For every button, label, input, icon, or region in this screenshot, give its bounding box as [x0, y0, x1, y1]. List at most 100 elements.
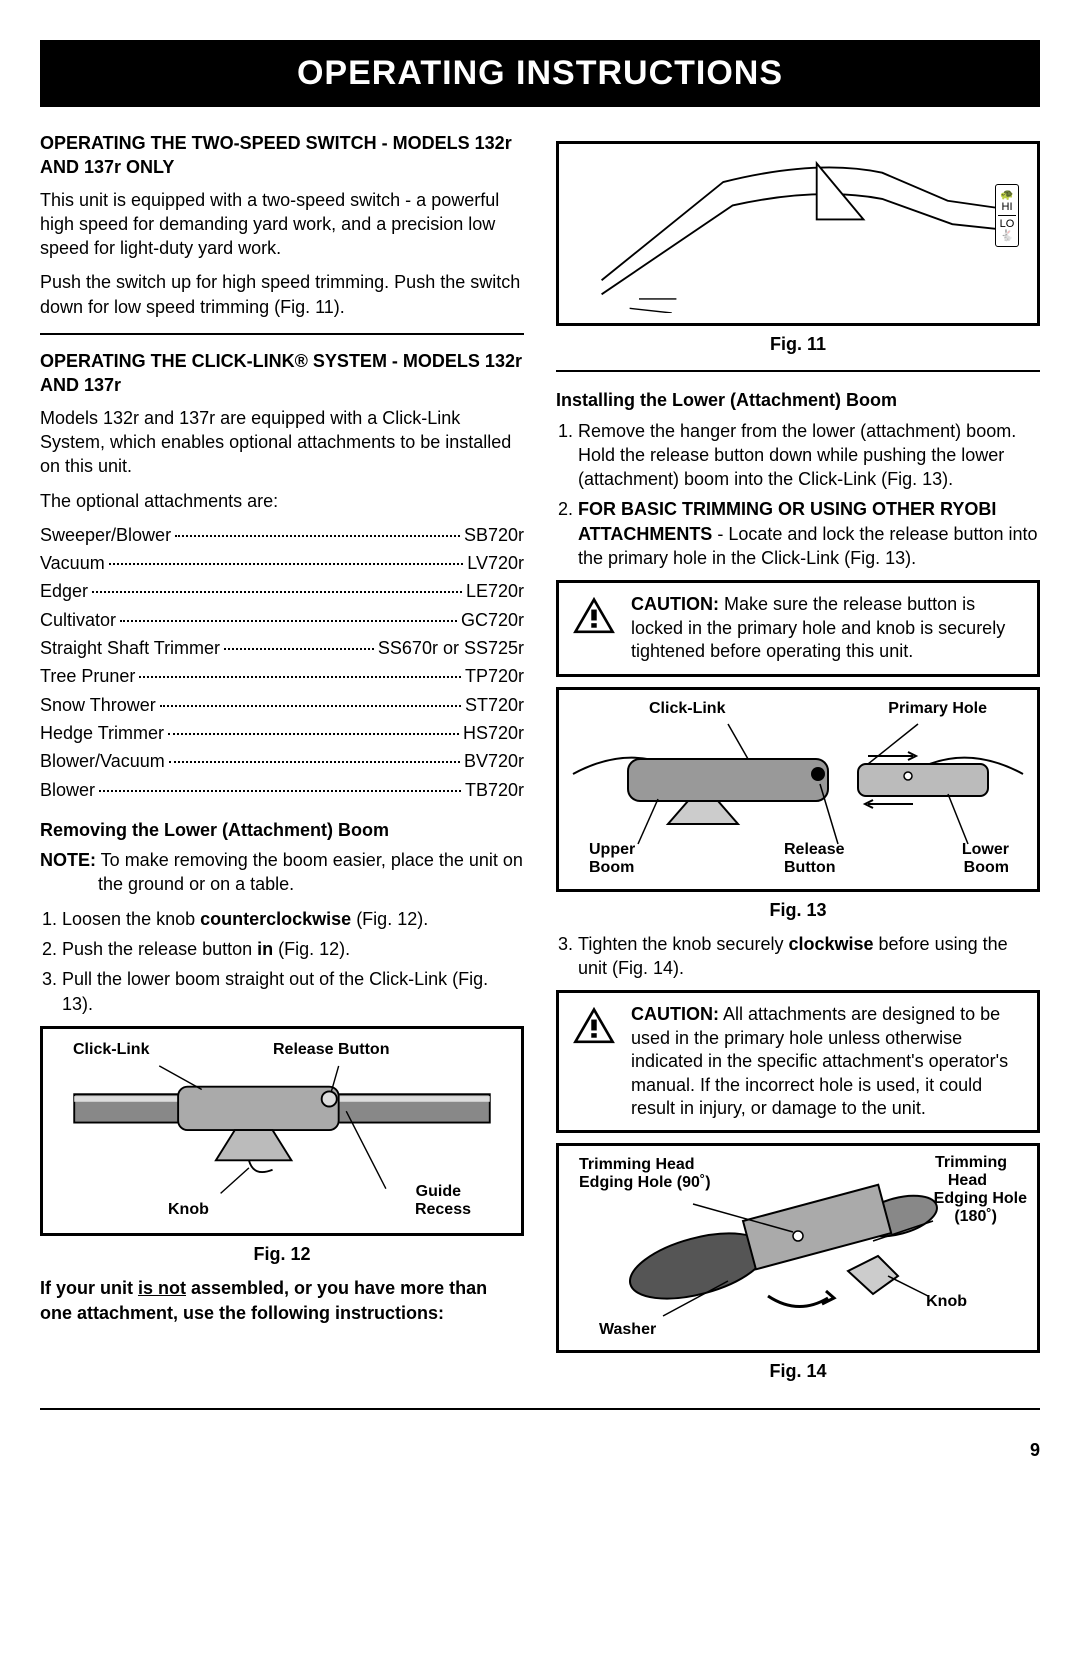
hi-label: HI	[996, 201, 1018, 213]
attach-model: SB720r	[464, 523, 524, 547]
remove-heading: Removing the Lower (Attachment) Boom	[40, 818, 524, 842]
step: FOR BASIC TRIMMING OR USING OTHER RYOBI …	[578, 497, 1040, 570]
t: Push the release button	[62, 939, 257, 959]
sec2-title: OPERATING THE CLICK-LINK® SYSTEM - MODEL…	[40, 349, 524, 398]
attach-model: LV720r	[467, 551, 524, 575]
caution-text: CAUTION: Make sure the release button is…	[631, 593, 1025, 663]
sec1-p2: Push the switch up for high speed trimmi…	[40, 270, 524, 319]
t: Loosen the knob	[62, 909, 200, 929]
attach-model: TB720r	[465, 778, 524, 802]
fig12-caption: Fig. 12	[40, 1242, 524, 1266]
install-steps-cont: Tighten the knob securely clockwise befo…	[556, 932, 1040, 981]
right-column: 🐢 HI LO 🐇 Fig. 11 Installing the Lower (…	[556, 131, 1040, 1394]
t: (Fig. 12).	[351, 909, 428, 929]
list-item: Edger LE720r	[40, 579, 524, 603]
fig11-illustration	[571, 154, 1025, 313]
step: Remove the hanger from the lower (attach…	[578, 419, 1040, 492]
attach-name: Snow Thrower	[40, 693, 156, 717]
attach-name: Straight Shaft Trimmer	[40, 636, 220, 660]
fig-label-washer: Washer	[599, 1319, 656, 1341]
note-text: To make removing the boom easier, place …	[96, 850, 523, 894]
bottom-rule	[40, 1408, 1040, 1410]
fig11-caption: Fig. 11	[556, 332, 1040, 356]
sec2-p2: The optional attachments are:	[40, 489, 524, 513]
attach-model: TP720r	[465, 664, 524, 688]
t: Tighten the knob securely	[578, 934, 788, 954]
list-item: Sweeper/Blower SB720r	[40, 523, 524, 547]
list-item: Vacuum LV720r	[40, 551, 524, 575]
attach-name: Hedge Trimmer	[40, 721, 164, 745]
t: (Fig. 12).	[273, 939, 350, 959]
left-column: OPERATING THE TWO-SPEED SWITCH - MODELS …	[40, 131, 524, 1394]
t-bold: in	[257, 939, 273, 959]
caution-label: CAUTION:	[631, 594, 719, 614]
fig-label-release2: Button	[784, 857, 836, 879]
fig14-caption: Fig. 14	[556, 1359, 1040, 1383]
fig-label-recess: Recess	[415, 1199, 471, 1221]
conditional-note: If your unit is not assembled, or you ha…	[40, 1276, 524, 1325]
note-label: NOTE:	[40, 850, 96, 870]
hi-lo-switch-label: 🐢 HI LO 🐇	[995, 184, 1019, 247]
note: NOTE: To make removing the boom easier, …	[40, 848, 524, 897]
list-item: Straight Shaft Trimmer SS670r or SS725r	[40, 636, 524, 660]
list-item: Blower/Vacuum BV720r	[40, 749, 524, 773]
attach-model: BV720r	[464, 749, 524, 773]
figure-12: Click-Link Release Button Knob Guide Rec…	[40, 1026, 524, 1236]
caution-text: CAUTION: All attachments are designed to…	[631, 1003, 1025, 1120]
list-item: Snow Thrower ST720r	[40, 693, 524, 717]
attach-name: Edger	[40, 579, 88, 603]
step: Tighten the knob securely clockwise befo…	[578, 932, 1040, 981]
step: Loosen the knob counterclockwise (Fig. 1…	[62, 907, 524, 931]
sec2-p1: Models 132r and 137r are equipped with a…	[40, 406, 524, 479]
fig-label-knob: Knob	[926, 1291, 967, 1313]
sec1-title: OPERATING THE TWO-SPEED SWITCH - MODELS …	[40, 131, 524, 180]
sec2-title-a: OPERATING THE CLICK-LINK	[40, 351, 295, 371]
registered-icon: ®	[295, 351, 308, 371]
fig-label-knob: Knob	[168, 1199, 209, 1221]
fig-label-upper2: Boom	[589, 857, 634, 879]
remove-steps: Loosen the knob counterclockwise (Fig. 1…	[40, 907, 524, 1016]
list-item: Tree Pruner TP720r	[40, 664, 524, 688]
attach-model: LE720r	[466, 579, 524, 603]
step: Pull the lower boom straight out of the …	[62, 967, 524, 1016]
two-column-layout: OPERATING THE TWO-SPEED SWITCH - MODELS …	[40, 131, 1040, 1394]
caution-box-1: CAUTION: Make sure the release button is…	[556, 580, 1040, 676]
page-number: 9	[40, 1440, 1040, 1461]
turtle-icon: 🐢	[996, 189, 1018, 201]
rabbit-icon: 🐇	[996, 230, 1018, 242]
attach-name: Sweeper/Blower	[40, 523, 171, 547]
caution-box-2: CAUTION: All attachments are designed to…	[556, 990, 1040, 1133]
attach-name: Vacuum	[40, 551, 105, 575]
caution-label: CAUTION:	[631, 1004, 719, 1024]
t-underline: is not	[138, 1278, 186, 1298]
attach-model: ST720r	[465, 693, 524, 717]
page-banner: OPERATING INSTRUCTIONS	[40, 40, 1040, 107]
attach-model: GC720r	[461, 608, 524, 632]
divider	[556, 370, 1040, 372]
fig-label-lower2: Boom	[964, 857, 1009, 879]
attach-name: Blower	[40, 778, 95, 802]
attach-name: Tree Pruner	[40, 664, 135, 688]
figure-14: Trimming Head Edging Hole (90˚) Trimming…	[556, 1143, 1040, 1353]
attach-name: Blower/Vacuum	[40, 749, 165, 773]
warning-icon	[571, 1005, 617, 1045]
attach-model: SS670r or SS725r	[378, 636, 524, 660]
install-heading: Installing the Lower (Attachment) Boom	[556, 388, 1040, 412]
figure-13: Click-Link Primary Hole Upper Boom Relea…	[556, 687, 1040, 892]
attach-model: HS720r	[463, 721, 524, 745]
install-steps: Remove the hanger from the lower (attach…	[556, 419, 1040, 571]
attach-name: Cultivator	[40, 608, 116, 632]
t-bold: clockwise	[788, 934, 873, 954]
step: Push the release button in (Fig. 12).	[62, 937, 524, 961]
fig13-caption: Fig. 13	[556, 898, 1040, 922]
list-item: Hedge Trimmer HS720r	[40, 721, 524, 745]
list-item: Cultivator GC720r	[40, 608, 524, 632]
sec1-p1: This unit is equipped with a two-speed s…	[40, 188, 524, 261]
attachments-list: Sweeper/Blower SB720r Vacuum LV720r Edger L…	[40, 523, 524, 802]
t-bold: counterclockwise	[200, 909, 351, 929]
warning-icon	[571, 595, 617, 635]
t: If your unit	[40, 1278, 138, 1298]
list-item: Blower TB720r	[40, 778, 524, 802]
lo-label: LO	[996, 218, 1018, 230]
divider	[40, 333, 524, 335]
